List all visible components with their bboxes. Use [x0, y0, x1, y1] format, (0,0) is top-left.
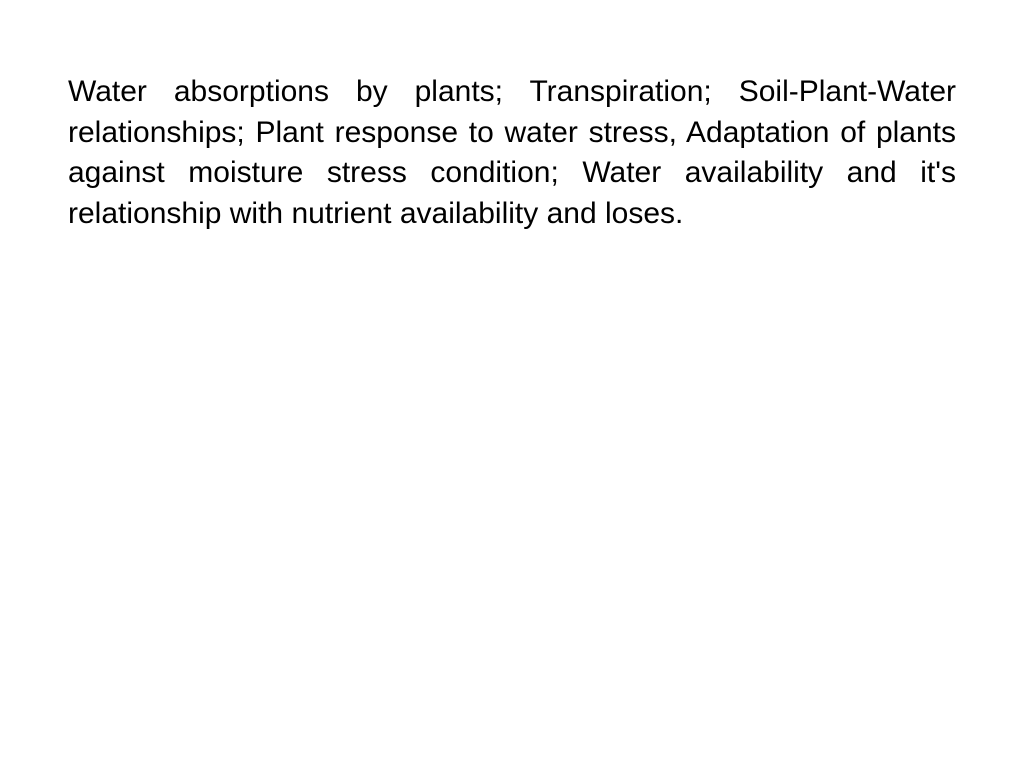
slide-body-text: Water absorptions by plants; Transpirati…	[68, 72, 956, 234]
slide-container: Water absorptions by plants; Transpirati…	[0, 0, 1024, 768]
